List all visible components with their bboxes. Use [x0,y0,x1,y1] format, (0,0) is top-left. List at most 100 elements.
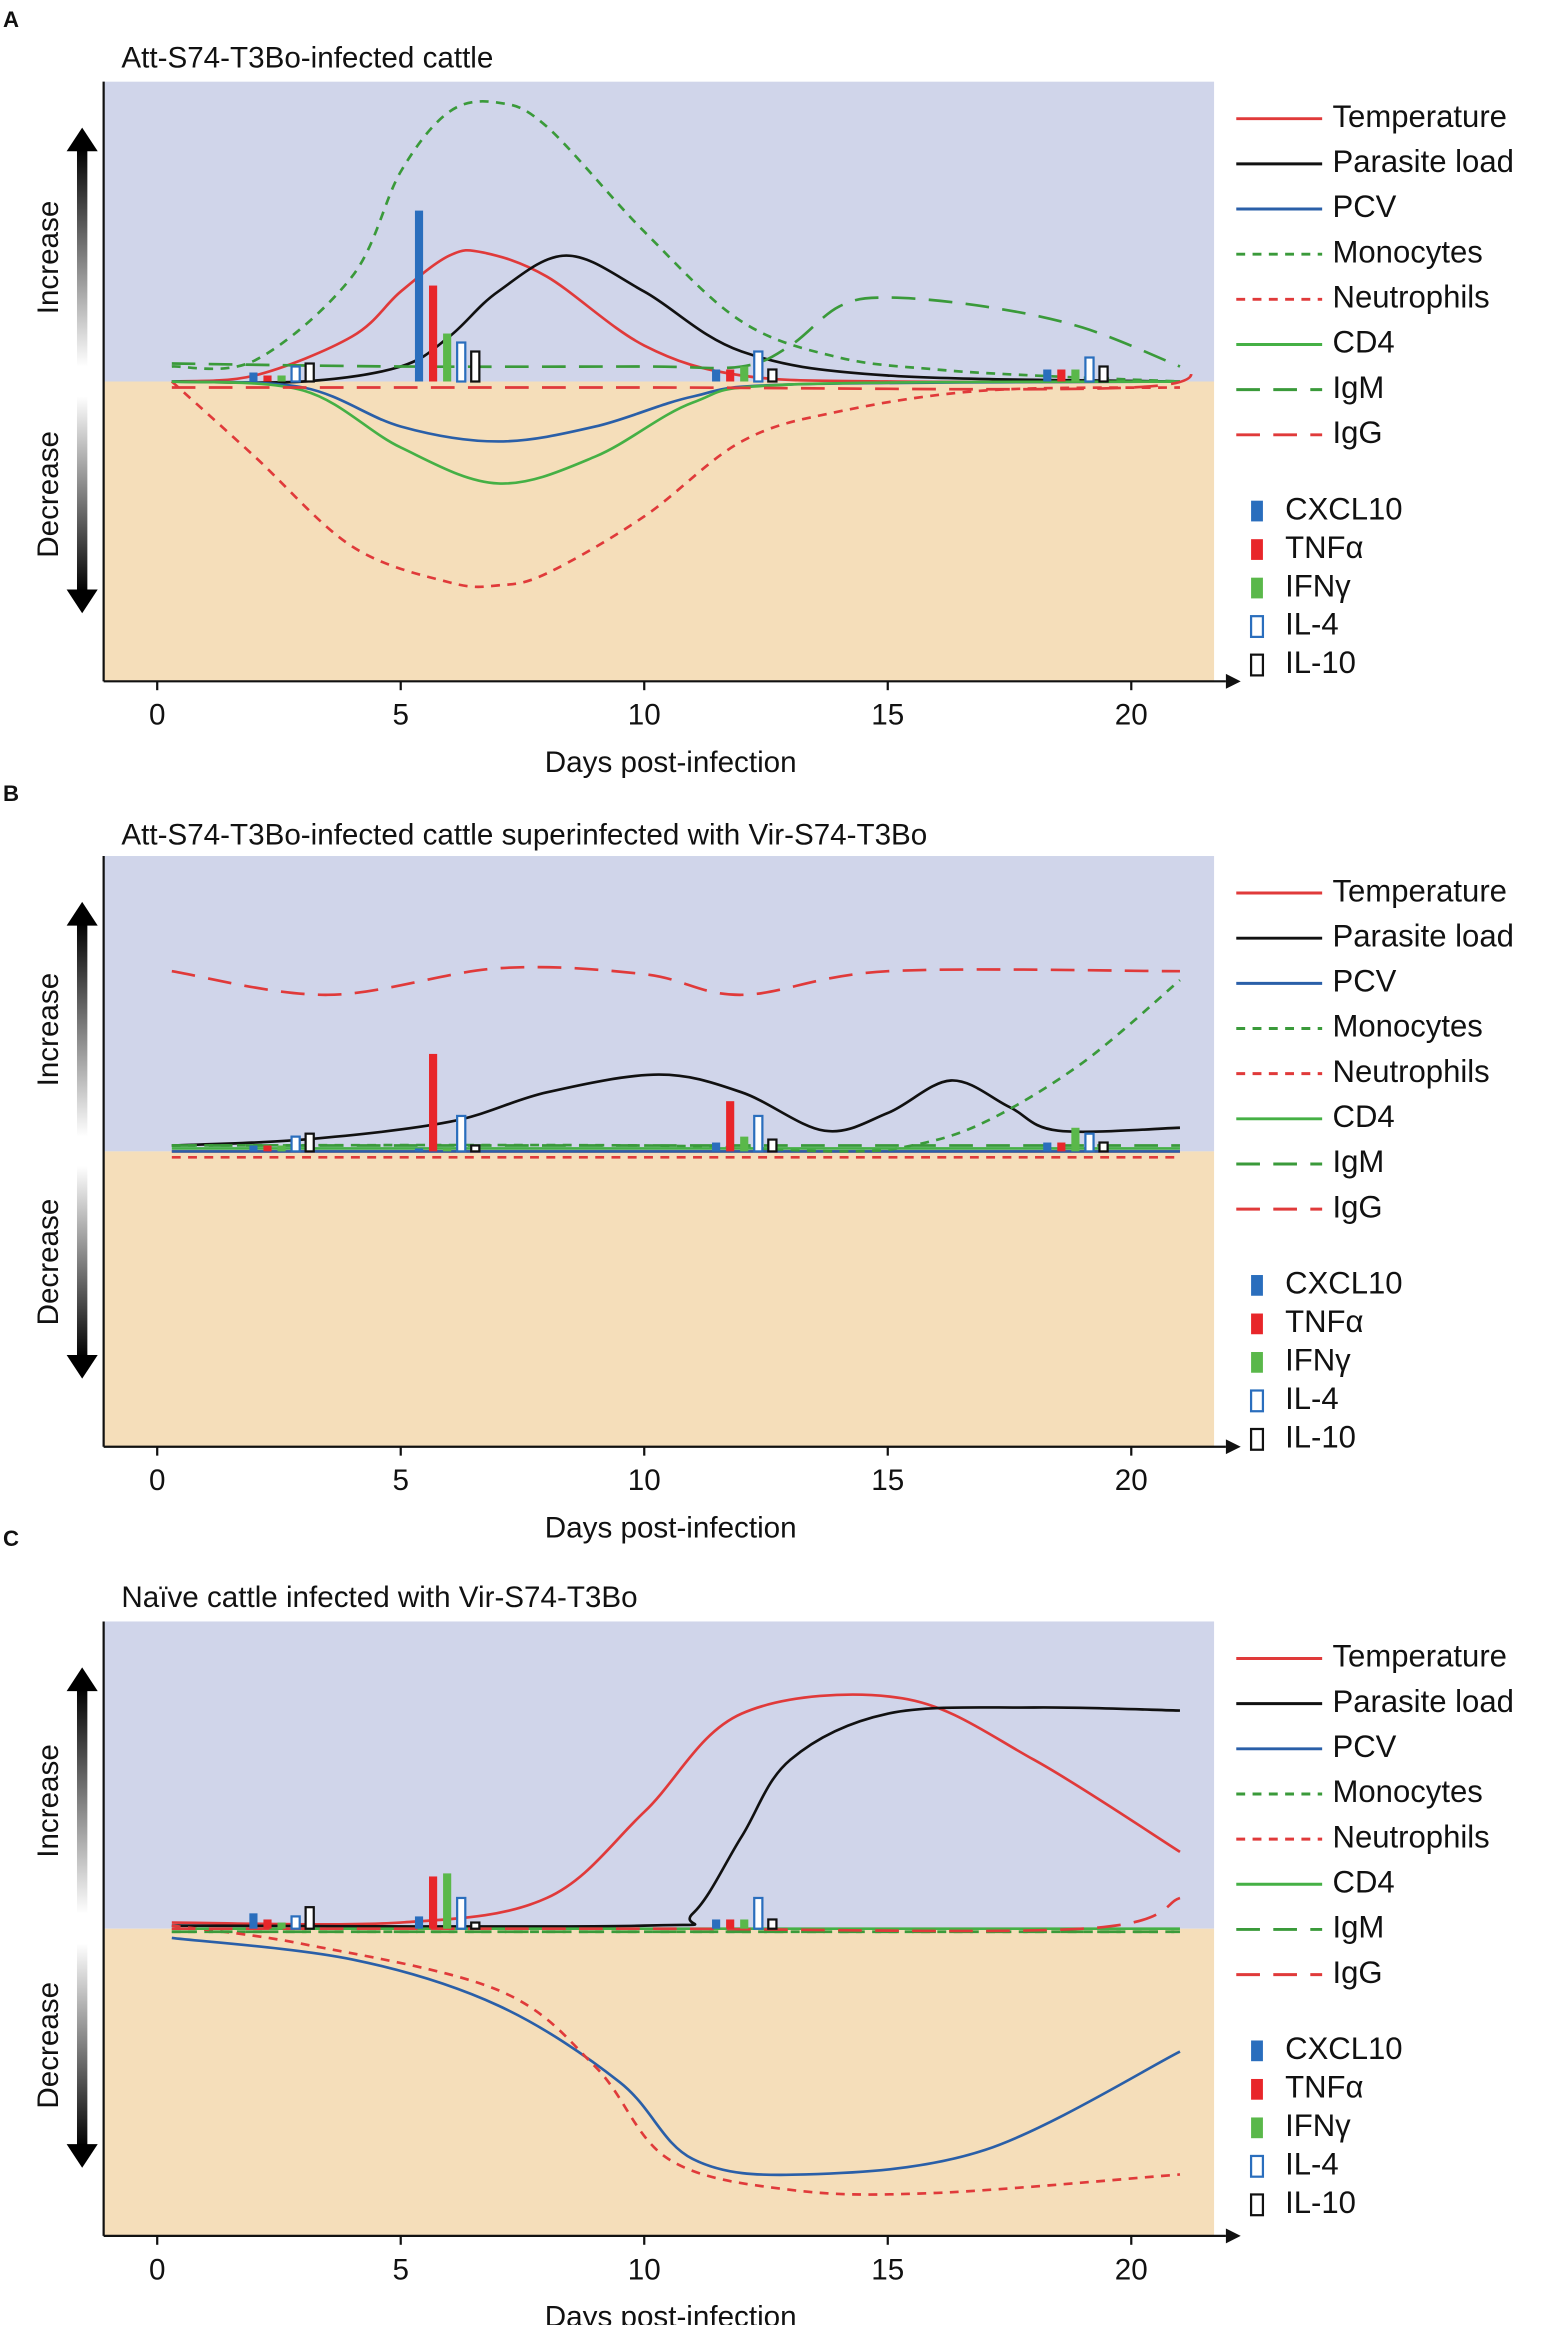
cytokine-bar [470,350,481,383]
panel-title: Naïve cattle infected with Vir-S74-T3Bo [121,1581,637,1614]
cytokine-bar [712,1919,721,1929]
legend-label: CD4 [1333,325,1395,360]
cytokine-bar [470,1921,481,1930]
increase-region [103,1621,1215,1929]
series-line [171,1693,1181,1926]
legend-label: IgM [1333,1910,1385,1945]
x-axis-arrow [1225,2228,1241,2244]
cytokine-bar [767,1918,778,1930]
cytokine-bar [414,1148,424,1152]
cytokine-bar [263,1145,272,1152]
x-tick-label: 0 [149,699,165,732]
increase-arrow [76,922,88,1137]
increase-label: Increase [32,973,65,1087]
cytokine-bar [304,1132,315,1153]
cytokine-bar [290,365,301,383]
cytokine-bar [712,1142,721,1152]
x-tick-label: 5 [392,699,408,732]
cytokine-bar [1098,365,1109,383]
legend-label: TNFα [1285,1304,1363,1339]
arrow-head-down [66,589,98,614]
cytokine-bar [753,350,764,383]
legend-swatch [1249,2193,1265,2217]
x-axis-label: Days post-infection [545,746,797,779]
legend-label: IgG [1333,415,1383,450]
cytokine-bar [1071,369,1080,382]
series-line [171,380,1180,485]
increase-region [103,81,1215,382]
x-tick-label: 20 [1115,1464,1148,1497]
x-tick-label: 10 [628,699,661,732]
legend-label: CD4 [1333,1099,1395,1134]
decrease-label: Decrease [32,1982,65,2109]
cytokine-bar [1057,369,1066,382]
legend-swatch [1249,653,1265,677]
legend-label: Monocytes [1333,1774,1483,1809]
cytokine-bar [290,1135,301,1153]
legend-label: CXCL10 [1285,1266,1402,1301]
x-tick-label: 15 [871,1464,904,1497]
cytokine-bar [304,362,315,383]
x-axis-arrow [1225,673,1241,689]
legend-label: TNFα [1285,2070,1363,2105]
arrow-head-up [66,127,98,152]
x-tick-label: 15 [871,699,904,732]
legend-swatch [1251,539,1263,560]
x-tick-label: 20 [1115,2253,1148,2286]
cytokine-bar [249,1913,258,1929]
legend-swatch [1251,1313,1263,1335]
cytokine-bar [414,1916,424,1929]
cytokine-bar [726,1101,735,1152]
series-line [171,362,1193,391]
decrease-region [103,381,1215,682]
cytokine-bar [726,369,735,382]
cytokine-bar [429,1876,438,1929]
x-axis-label: Days post-infection [545,2301,797,2325]
legend-label: Temperature [1333,1639,1507,1674]
legend-label: IgG [1333,1189,1383,1224]
legend-label: Temperature [1333,99,1507,134]
cytokine-bar [753,1114,764,1153]
decrease-arrow [76,396,88,593]
cytokine-bar [1043,369,1052,382]
cytokine-bar [1084,356,1095,383]
legend-label: IL-10 [1285,645,1356,680]
legend-label: Neutrophils [1333,1054,1490,1089]
x-tick-label: 10 [628,2253,661,2286]
series-line [171,1706,1181,1928]
x-tick-label: 0 [149,1464,165,1497]
series-line [171,100,1181,383]
cytokine-bar [740,366,749,382]
cytokine-bar [1057,1142,1066,1152]
legend-label: PCV [1333,964,1397,999]
cytokine-bar [1071,1127,1080,1152]
cytokine-bar [249,372,258,382]
cytokine-bar [753,1896,764,1930]
cytokine-bar [740,1919,749,1929]
cytokine-bar [263,375,272,382]
cytokine-bar [456,1896,467,1930]
cytokine-bar [277,1922,286,1929]
x-tick-label: 5 [392,2253,408,2286]
legend-label: CXCL10 [1285,2031,1402,2066]
legend-swatch [1251,1352,1263,1373]
series-line [171,254,1181,384]
x-axis-label: Days post-infection [545,1512,797,1545]
x-tick-label: 0 [149,2253,165,2286]
increase-label: Increase [32,1744,65,1858]
cytokine-bar [767,1138,778,1153]
legend-label: Monocytes [1333,1009,1483,1044]
cytokine-bar [290,1915,301,1930]
cytokine-bar [726,1919,735,1929]
decrease-region [103,1928,1215,2236]
cytokine-bar [456,341,467,383]
legend-label: PCV [1333,1729,1397,1764]
legend-label: IL-4 [1285,1381,1339,1416]
increase-label: Increase [32,201,65,315]
x-tick-label: 10 [628,1464,661,1497]
legend-label: CD4 [1333,1864,1395,1899]
x-tick-label: 15 [871,2253,904,2286]
cytokine-bar [767,368,778,383]
cytokine-bar [304,1906,315,1930]
